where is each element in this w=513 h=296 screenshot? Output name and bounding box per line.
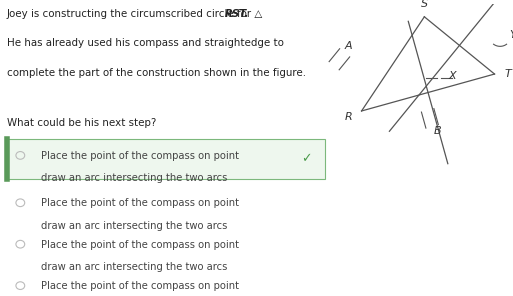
Text: Y: Y [509, 30, 513, 40]
FancyBboxPatch shape [7, 139, 325, 179]
Text: draw an arc intersecting the two arcs: draw an arc intersecting the two arcs [41, 173, 230, 183]
Text: Place the point of the compass on point: Place the point of the compass on point [41, 281, 242, 291]
Text: Place the point of the compass on point: Place the point of the compass on point [41, 198, 242, 208]
Text: B: B [433, 126, 441, 136]
Text: ✓: ✓ [301, 152, 312, 165]
Text: draw an arc intersecting the two arcs: draw an arc intersecting the two arcs [41, 221, 230, 231]
Text: A: A [345, 41, 352, 51]
Text: Joey is constructing the circumscribed circle for △: Joey is constructing the circumscribed c… [7, 9, 266, 19]
Text: complete the part of the construction shown in the figure.: complete the part of the construction sh… [7, 68, 306, 78]
Text: Place the point of the compass on point: Place the point of the compass on point [41, 240, 242, 250]
Text: Place the point of the compass on point: Place the point of the compass on point [41, 151, 242, 161]
Text: RST.: RST. [225, 9, 249, 19]
Text: X: X [448, 71, 456, 81]
Text: T: T [504, 69, 511, 79]
Text: What could be his next step?: What could be his next step? [7, 118, 156, 128]
Text: S: S [421, 0, 428, 9]
Text: He has already used his compass and straightedge to: He has already used his compass and stra… [7, 38, 284, 49]
Text: draw an arc intersecting the two arcs: draw an arc intersecting the two arcs [41, 262, 230, 272]
Text: R: R [345, 112, 352, 122]
